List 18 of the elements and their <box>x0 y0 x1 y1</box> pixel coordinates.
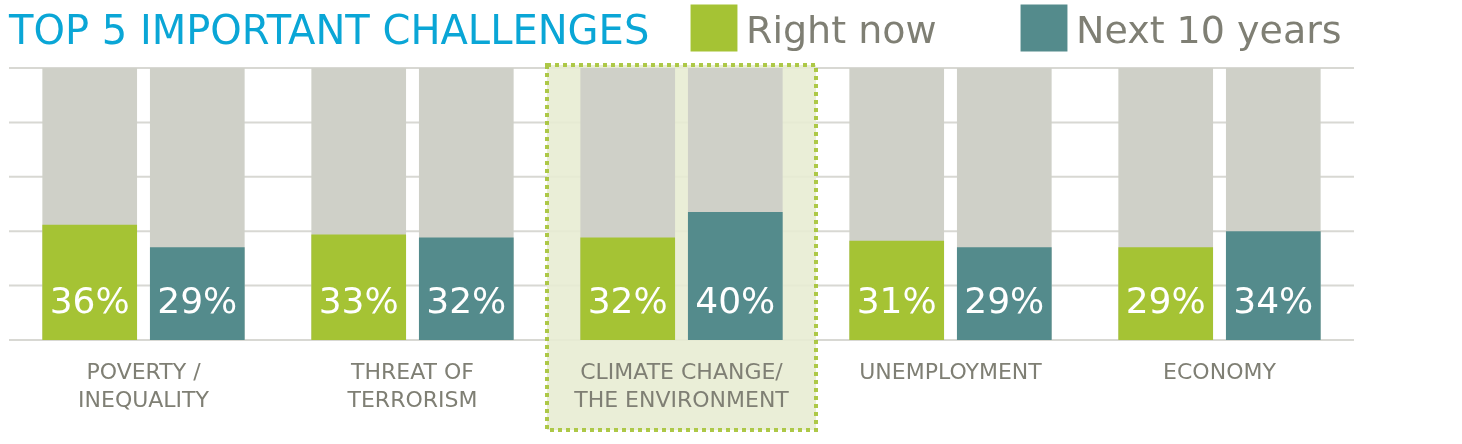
data-label: 40% <box>695 280 776 321</box>
legend-label: Next 10 years <box>1076 8 1342 52</box>
x-tick-label: POVERTY / INEQUALITY <box>78 359 210 412</box>
x-tick-label: THREAT OF TERRORISM <box>346 359 478 412</box>
x-tick-label: ECONOMY <box>1163 359 1277 384</box>
data-label: 29% <box>964 280 1045 321</box>
data-label: 34% <box>1233 280 1314 321</box>
data-label: 36% <box>49 280 130 321</box>
x-tick-label: CLIMATE CHANGE/ THE ENVIRONMENT <box>573 359 790 412</box>
data-label: 29% <box>157 280 238 321</box>
chart-title: TOP 5 IMPORTANT CHALLENGES <box>8 7 650 53</box>
data-label: 29% <box>1125 280 1206 321</box>
x-tick-label: UNEMPLOYMENT <box>859 359 1043 384</box>
data-label: 32% <box>587 280 668 321</box>
data-label: 31% <box>856 280 937 321</box>
legend-label: Right now <box>746 8 937 52</box>
data-label: 32% <box>426 280 507 321</box>
data-label: 33% <box>318 280 399 321</box>
